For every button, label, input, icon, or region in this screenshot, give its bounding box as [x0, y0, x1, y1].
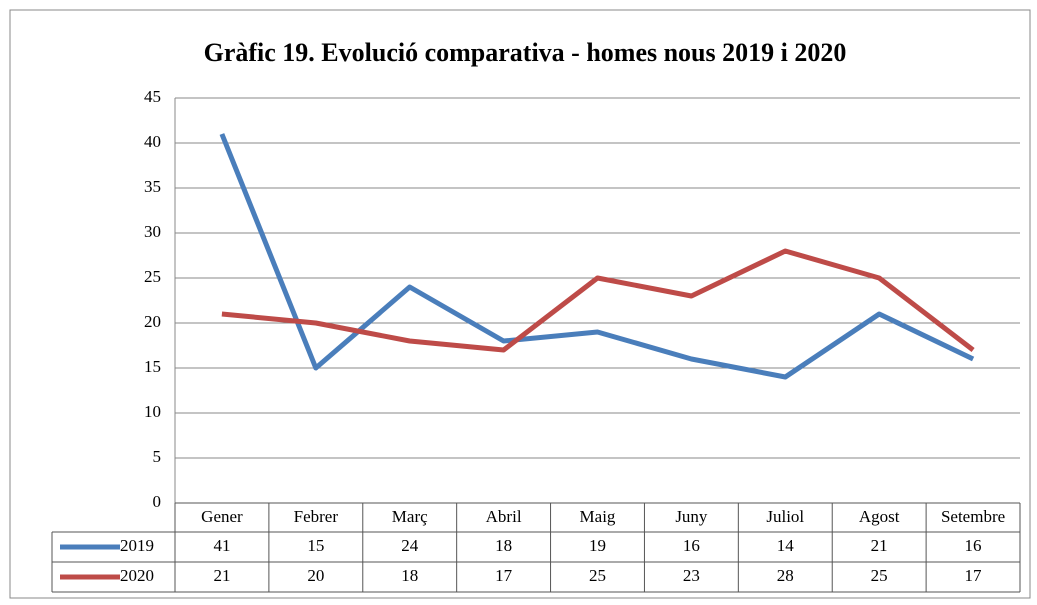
x-tick-label: Setembre [941, 507, 1005, 526]
table-cell: 18 [495, 536, 512, 555]
x-tick-label: Abril [486, 507, 522, 526]
table-cell: 16 [683, 536, 700, 555]
y-tick-label: 45 [144, 87, 161, 106]
y-tick-label: 30 [144, 222, 161, 241]
series-line [221, 248, 975, 353]
chart-border [9, 9, 1031, 599]
y-tick-label: 5 [153, 447, 162, 466]
legend-label: 2019 [120, 536, 154, 555]
y-tick-label: 35 [144, 177, 161, 196]
table-cell: 17 [495, 566, 513, 585]
table-cell: 16 [965, 536, 982, 555]
x-tick-label: Març [392, 507, 428, 526]
table-cell: 15 [307, 536, 324, 555]
chart-title: Gràfic 19. Evolució comparativa - homes … [204, 38, 847, 67]
y-tick-label: 0 [153, 492, 162, 511]
y-tick-label: 25 [144, 267, 161, 286]
legend-label: 2020 [120, 566, 154, 585]
table-cell: 14 [777, 536, 795, 555]
table-cell: 25 [871, 566, 888, 585]
table-cell: 21 [871, 536, 888, 555]
table-cell: 23 [683, 566, 700, 585]
x-tick-label: Maig [580, 507, 616, 526]
x-tick-label: Febrer [294, 507, 339, 526]
table-cell: 20 [307, 566, 324, 585]
x-tick-label: Gener [201, 507, 243, 526]
table-cell: 41 [213, 536, 230, 555]
x-tick-label: Juliol [766, 507, 804, 526]
table-cell: 25 [589, 566, 606, 585]
series-line [219, 133, 975, 380]
y-tick-label: 10 [144, 402, 161, 421]
table-cell: 21 [213, 566, 230, 585]
x-tick-label: Juny [675, 507, 708, 526]
y-tick-label: 20 [144, 312, 161, 331]
y-tick-label: 40 [144, 132, 161, 151]
table-cell: 24 [401, 536, 419, 555]
table-cell: 17 [965, 566, 983, 585]
x-tick-label: Agost [859, 507, 900, 526]
y-tick-label: 15 [144, 357, 161, 376]
table-cell: 28 [777, 566, 794, 585]
table-cell: 18 [401, 566, 418, 585]
table-cell: 19 [589, 536, 606, 555]
